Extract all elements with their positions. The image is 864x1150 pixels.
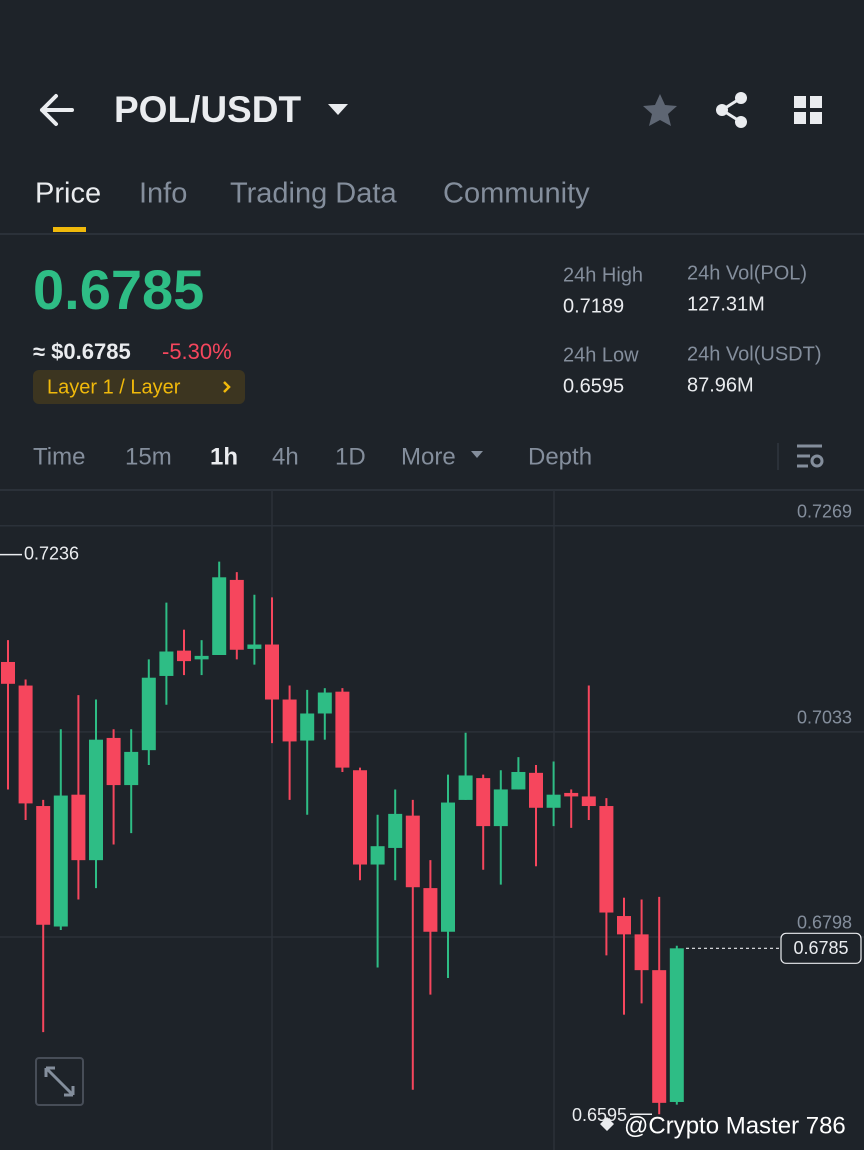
stat-value: 87.96M [687,374,754,396]
candle-body [529,772,543,808]
back-button[interactable] [40,94,74,126]
candle-body [476,778,491,827]
candle-body [1,661,15,684]
candle-body [617,916,631,935]
pair-title[interactable]: POL/USDT [114,89,301,130]
stat-label: 24h High [563,264,643,286]
candle-body [300,713,315,741]
candle-body [71,794,86,861]
interval[interactable]: Time [33,443,85,470]
candle-body [335,691,350,768]
tag-text[interactable]: Layer 1 / Layer [47,376,181,398]
candle-body [159,651,174,676]
interval[interactable]: Depth [528,443,592,470]
tab[interactable]: Price [35,178,101,210]
tag-chip[interactable] [33,370,245,404]
min-marker-label: 0.6595 [572,1105,627,1125]
candle-body [229,579,244,650]
candle-body [423,888,438,932]
candle-body [89,739,103,861]
candle-body [212,577,227,655]
interval[interactable]: 1h [210,443,238,470]
candle-body [36,806,51,925]
candle-body [599,806,614,913]
tag-arrow [223,381,231,393]
candle-body [546,794,561,808]
candle-body [441,802,455,932]
interval[interactable]: 1D [335,443,366,470]
last-price-label: 0.6785 [793,938,848,958]
tab[interactable]: Info [139,178,187,210]
stat-label: 24h Vol(USDT) [687,343,822,365]
y-tick-label: 0.7269 [797,502,852,522]
candle-body [388,813,403,848]
candle-body [177,650,191,662]
candle-body [247,644,262,649]
candle-body [265,644,279,700]
tab[interactable]: Community [443,178,590,210]
candle-body [634,934,649,971]
expand-icon [44,1066,75,1097]
stat-label: 24h Low [563,344,639,366]
candle-body [141,677,156,751]
candle-body [458,775,473,800]
chart-settings-icon[interactable] [797,444,824,468]
max-marker-label: 0.7236 [24,543,79,563]
favorite-icon[interactable] [643,94,677,126]
watermark: @Crypto Master 786 [624,1112,846,1139]
share-icon[interactable] [716,92,747,128]
candle-body [18,685,33,804]
menu-icon[interactable] [794,96,822,124]
tab[interactable]: Trading Data [230,178,397,210]
candle-body [317,692,332,714]
candle-body [493,789,508,827]
fiat-price: ≈ $0.6785 [33,339,131,364]
candle-body [669,948,684,1102]
tab-indicator [53,227,86,232]
candle-body [194,655,209,660]
last-price-box [780,932,862,964]
y-tick-label: 0.6798 [797,913,852,933]
watermark-logo [600,1117,614,1131]
price-change: -5.30% [162,339,232,364]
pair-dropdown[interactable] [328,104,348,115]
candle-body [564,792,579,797]
candle-body [124,751,139,786]
candlestick-chart: 0.7269 0.7033 0.6798 0.7236 0.6595 0.6785 [0,502,864,1125]
interval[interactable]: 4h [272,443,299,470]
y-tick-label: 0.7033 [797,708,852,728]
expand-button[interactable] [35,1057,84,1106]
stat-value: 0.7189 [563,295,624,317]
candle-body [282,699,297,742]
interval[interactable]: More [401,443,456,470]
interval[interactable]: 15m [125,443,172,470]
candle-body [581,796,596,807]
stat-value: 127.31M [687,293,765,315]
last-price: 0.6785 [33,258,204,321]
candle-body [106,737,121,786]
candle-body [53,795,68,927]
candle-body [353,770,367,865]
candle-body [652,970,667,1103]
candle-body [370,846,385,865]
candle-body [511,771,526,790]
candle-body [405,815,420,888]
stat-label: 24h Vol(POL) [687,262,807,284]
stat-value: 0.6595 [563,375,624,397]
more-caret [471,451,483,458]
